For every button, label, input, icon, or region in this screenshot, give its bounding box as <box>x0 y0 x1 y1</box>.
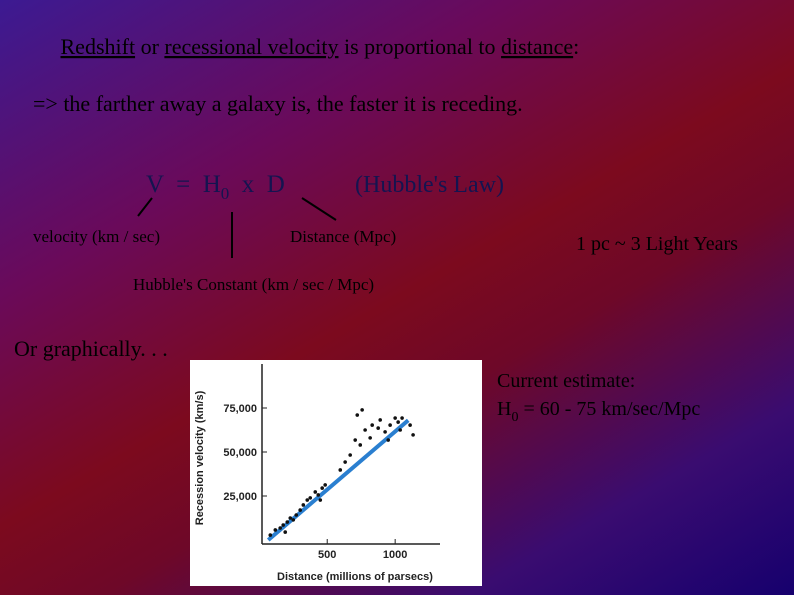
data-point <box>301 503 306 507</box>
y-tick-label: 50,000 <box>223 447 257 459</box>
data-point <box>268 533 273 537</box>
heading-part: is proportional to <box>339 34 502 59</box>
data-point <box>396 420 400 424</box>
formula: V = H0 x D <box>146 171 285 203</box>
data-point <box>291 518 296 522</box>
statement: => the farther away a galaxy is, the fas… <box>33 91 523 116</box>
data-point <box>370 423 374 427</box>
data-point <box>393 416 397 420</box>
data-point <box>386 438 391 442</box>
data-point <box>273 528 278 532</box>
y-tick-label: 75,000 <box>223 403 257 415</box>
estimate-sub: 0 <box>511 410 518 425</box>
figure: 25,000 50,000 75,000 500 1000 Distance (milli… <box>190 360 482 586</box>
data-point <box>348 453 352 457</box>
law-name: (Hubble's Law) <box>355 172 504 198</box>
data-point <box>363 428 367 432</box>
data-point <box>355 413 360 417</box>
x-tick-label: 500 <box>318 549 336 561</box>
formula-rhs: x D <box>229 171 285 198</box>
data-point <box>308 496 313 500</box>
data-point <box>400 416 404 420</box>
data-point <box>376 426 380 430</box>
data-point <box>388 423 392 427</box>
estimate: H0 = 60 - 75 km/sec/Mpc <box>497 398 700 425</box>
estimate-title: Current estimate: <box>497 370 635 392</box>
data-point <box>398 428 402 432</box>
data-point <box>288 516 293 520</box>
data-point <box>343 460 347 464</box>
data-point <box>285 520 290 524</box>
heading-part: Redshift <box>61 34 136 59</box>
formula-lhs: V = H <box>146 171 221 198</box>
data-point <box>411 433 415 437</box>
data-point <box>313 490 318 494</box>
velocity-label: velocity (km / sec) <box>33 227 160 246</box>
x-tick-label: 1000 <box>383 549 407 561</box>
x-axis-label: Distance (millions of parsecs) <box>277 571 433 583</box>
y-axis-label: Recession velocity (km/s) <box>194 390 206 525</box>
arrow <box>301 197 337 221</box>
data-point <box>378 418 383 422</box>
estimate-text: = 60 - 75 km/sec/Mpc <box>518 398 700 420</box>
graph-intro: Or graphically. . . <box>14 336 168 361</box>
arrow <box>137 197 153 217</box>
data-point <box>320 486 324 490</box>
heading: Redshift or recessional velocity is prop… <box>33 34 596 59</box>
data-point <box>318 498 323 502</box>
data-point <box>358 443 363 447</box>
formula-sub: 0 <box>221 184 230 203</box>
data-point <box>281 523 285 527</box>
data-point <box>360 408 364 412</box>
heading-part: or <box>135 34 164 59</box>
data-point <box>323 483 327 487</box>
data-point <box>353 438 358 442</box>
data-point <box>408 423 412 427</box>
data-point <box>316 493 321 497</box>
figure-background <box>190 360 482 586</box>
heading-part: : <box>573 34 579 59</box>
data-point <box>278 526 283 530</box>
heading-part: distance <box>501 34 573 59</box>
arrows <box>137 197 337 258</box>
data-point <box>368 436 372 440</box>
constant-label: Hubble's Constant (km / sec / Mpc) <box>133 275 374 294</box>
data-point <box>383 430 387 434</box>
distance-label: Distance (Mpc) <box>290 227 396 246</box>
heading-part: recessional velocity <box>164 34 338 59</box>
data-point <box>338 468 343 472</box>
data-point <box>305 498 310 502</box>
y-tick-label: 25,000 <box>223 491 257 503</box>
data-point <box>298 508 302 512</box>
parsec-note: 1 pc ~ 3 Light Years <box>576 233 738 255</box>
data-point <box>294 513 299 517</box>
estimate-symbol: H <box>497 398 511 420</box>
data-point <box>283 530 288 534</box>
